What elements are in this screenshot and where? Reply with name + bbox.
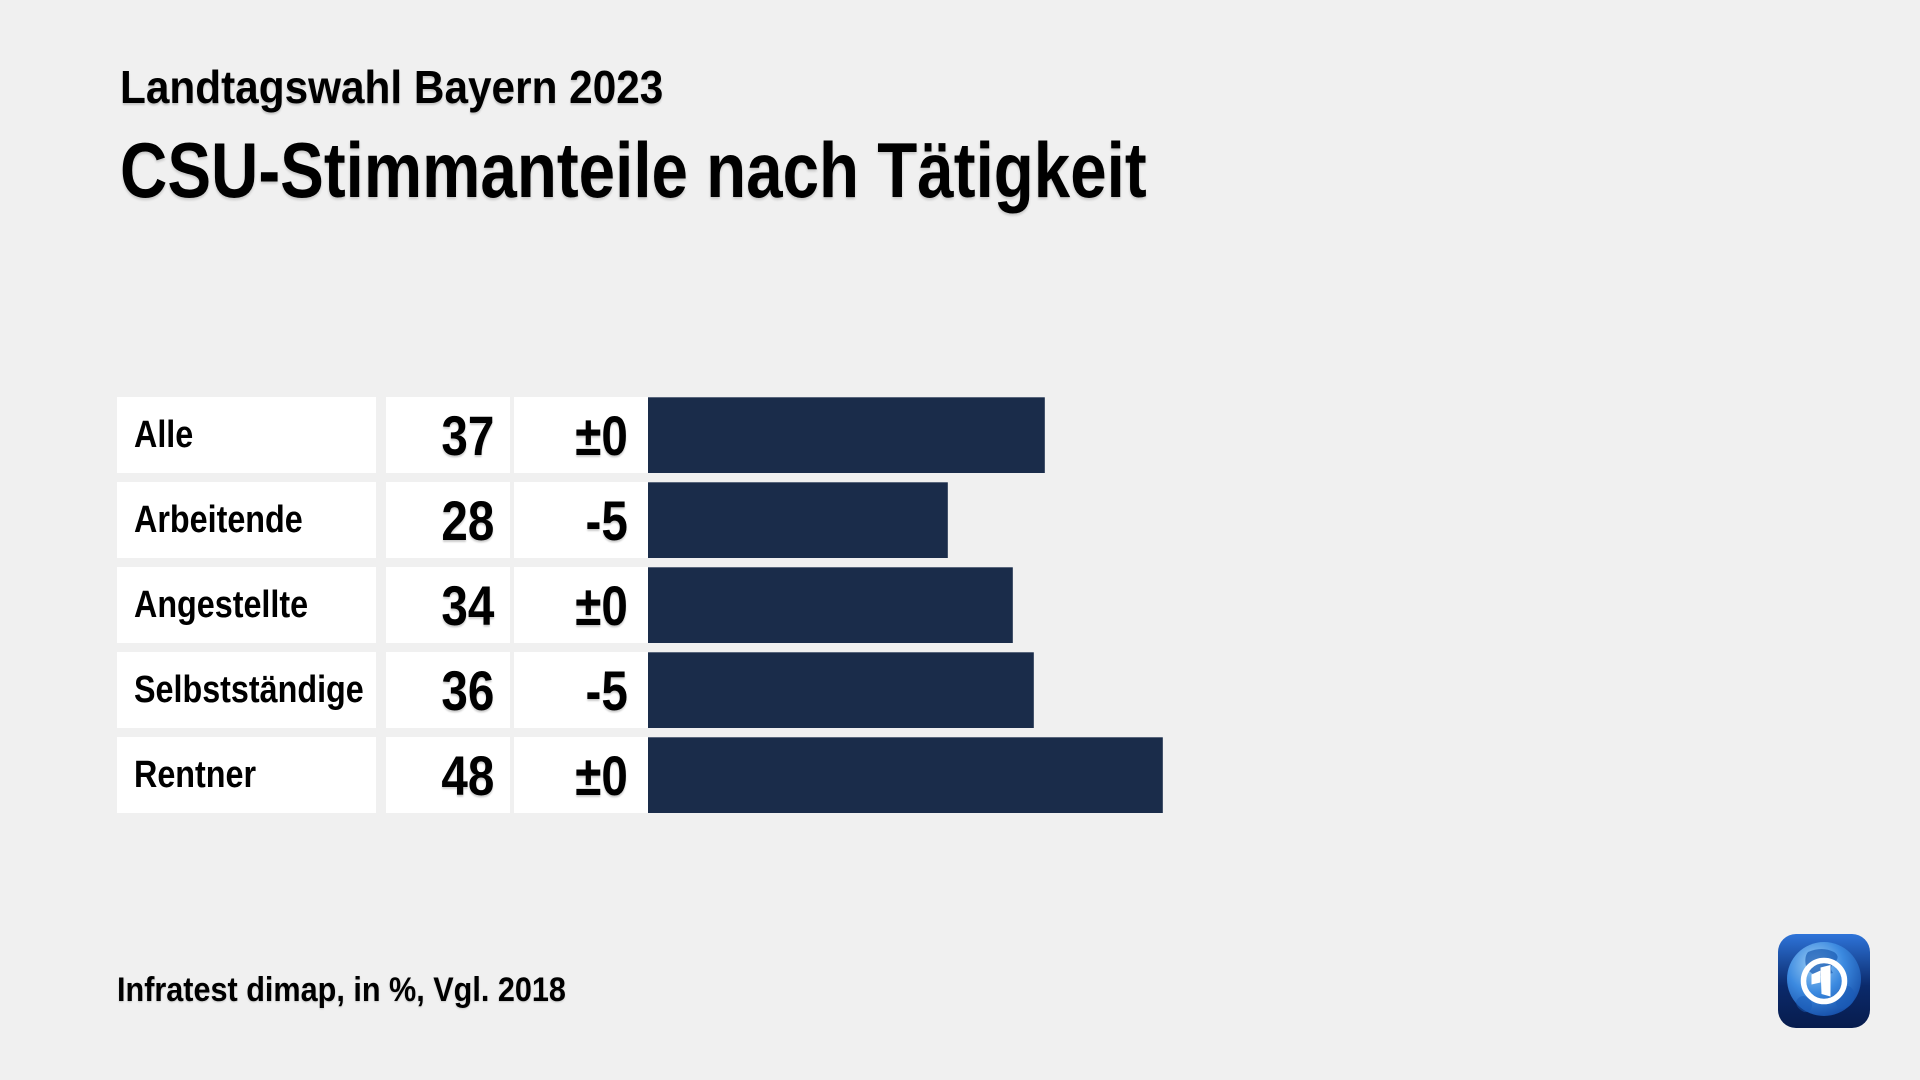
row-bar (648, 567, 1013, 643)
logo-ring (1800, 957, 1848, 1005)
row-label-cell: Rentner (117, 737, 376, 813)
row-value: 37 (441, 403, 494, 467)
row-change-cell: -5 (514, 652, 648, 728)
logo-one-flag (1811, 970, 1821, 985)
row-value-cell: 36 (386, 652, 510, 728)
chart-row: Arbeitende 28 -5 (117, 482, 1163, 558)
logo-continent (1796, 996, 1812, 1013)
row-change: ±0 (575, 573, 628, 637)
row-value-cell: 34 (386, 567, 510, 643)
chart-row: Alle 37 ±0 (117, 397, 1163, 473)
row-label-cell: Angestellte (117, 567, 376, 643)
row-label: Rentner (134, 753, 257, 796)
logo-one (1820, 965, 1831, 997)
chart-row: Selbstständige 36 -5 (117, 652, 1163, 728)
row-value: 48 (441, 743, 494, 807)
row-bar (648, 397, 1045, 473)
row-label-cell: Selbstständige (117, 652, 376, 728)
row-label-cell: Alle (117, 397, 376, 473)
row-change: -5 (585, 658, 628, 722)
row-change-cell: ±0 (514, 567, 648, 643)
row-label: Selbstständige (134, 668, 364, 711)
row-change-cell: ±0 (514, 397, 648, 473)
source-note-text: Infratest dimap, in %, Vgl. 2018 (117, 971, 566, 1009)
row-bar (648, 737, 1163, 813)
row-label: Arbeitende (134, 498, 303, 541)
chart-title-text: CSU-Stimmanteile nach Tätigkeit (120, 126, 1147, 214)
row-change-cell: ±0 (514, 737, 648, 813)
row-bar (648, 652, 1034, 728)
row-value-cell: 48 (386, 737, 510, 813)
row-change-cell: -5 (514, 482, 648, 558)
row-bar (648, 482, 948, 558)
row-label-cell: Arbeitende (117, 482, 376, 558)
bar-chart: Alle 37 ±0 Arbeitende 28 -5 (117, 397, 1163, 822)
chart-subtitle: Landtagswahl Bayern 2023 (120, 62, 711, 113)
chart-row: Rentner 48 ±0 (117, 737, 1163, 813)
chart-title: CSU-Stimmanteile nach Tätigkeit (120, 126, 1342, 214)
row-value-cell: 37 (386, 397, 510, 473)
row-label: Angestellte (134, 583, 309, 626)
row-value: 28 (441, 488, 494, 552)
row-change: ±0 (575, 743, 628, 807)
row-change: -5 (585, 488, 628, 552)
source-note: Infratest dimap, in %, Vgl. 2018 (117, 971, 616, 1010)
row-change: ±0 (575, 403, 628, 467)
chart-row: Angestellte 34 ±0 (117, 567, 1163, 643)
row-value: 36 (441, 658, 494, 722)
row-value-cell: 28 (386, 482, 510, 558)
row-label: Alle (134, 413, 194, 456)
row-value: 34 (441, 573, 494, 637)
ard-globe-logo (1778, 934, 1870, 1028)
chart-subtitle-text: Landtagswahl Bayern 2023 (120, 61, 664, 113)
